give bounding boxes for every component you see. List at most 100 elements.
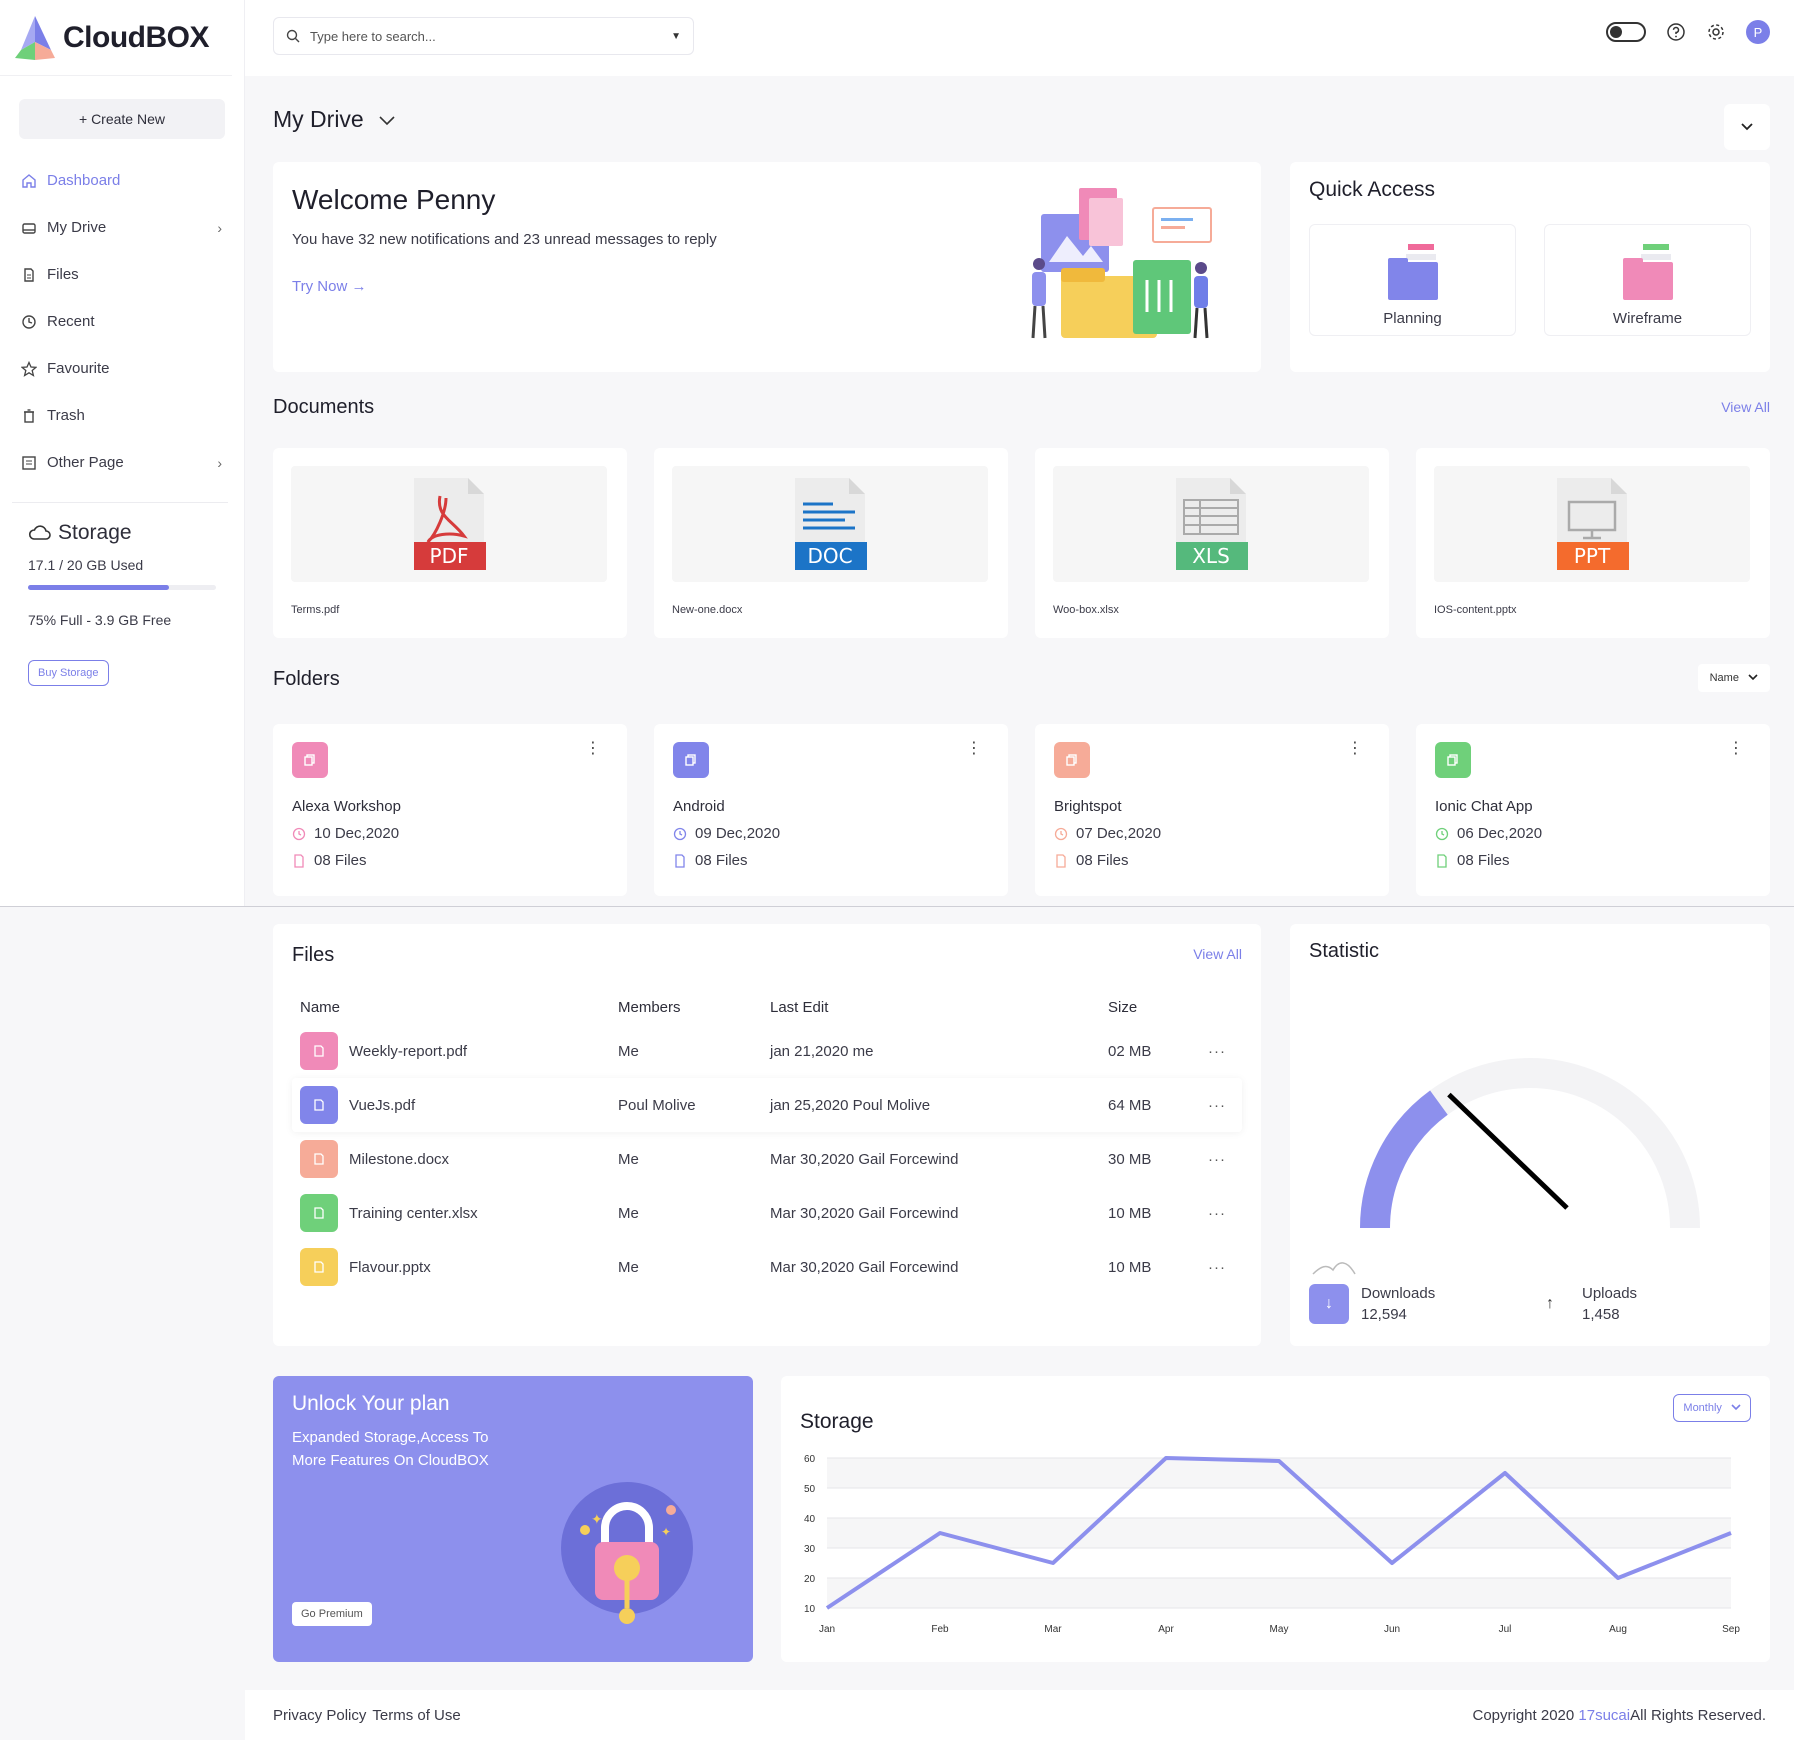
files-view-all-link[interactable]: View All (1193, 946, 1242, 962)
privacy-policy-link[interactable]: Privacy Policy (273, 1706, 367, 1724)
clock-icon (1054, 827, 1068, 840)
footer: Privacy Policy Terms of Use Copyright 20… (245, 1690, 1794, 1740)
document-card-ios-content[interactable]: PPT IOS-content.pptx (1416, 448, 1770, 638)
table-row[interactable]: Training center.xlsx Me Mar 30,2020 Gail… (292, 1186, 1242, 1240)
user-avatar[interactable]: P (1746, 20, 1770, 44)
document-card-new-one[interactable]: DOC New-one.docx (654, 448, 1008, 638)
help-icon[interactable] (1666, 22, 1686, 42)
documents-view-all-link[interactable]: View All (1721, 399, 1770, 415)
sidebar-item-files[interactable]: Files (0, 251, 244, 298)
upload-arrow-icon: ↑ (1530, 1284, 1570, 1324)
document-name: New-one.docx (672, 604, 743, 616)
sidebar-item-my-drive[interactable]: My Drive › (0, 204, 244, 251)
downloads-stat: ↓ Downloads 12,594 (1309, 1284, 1530, 1324)
try-now-link[interactable]: Try Now → (292, 278, 367, 295)
statistic-summary: ↓ Downloads 12,594 ↑ Uploads 1,458 (1309, 1284, 1751, 1324)
period-dropdown[interactable]: Monthly (1673, 1394, 1751, 1422)
logo[interactable]: CloudBOX (0, 0, 232, 76)
grid-band (827, 1518, 1731, 1548)
sidebar-item-label: Files (47, 266, 79, 283)
quick-access-wireframe[interactable]: Wireframe (1544, 224, 1751, 336)
more-vertical-icon[interactable]: ⋮ (585, 740, 601, 757)
folder-file-count: 08 Files (1435, 852, 1751, 869)
buy-storage-button[interactable]: Buy Storage (28, 660, 109, 686)
document-card-woo-box[interactable]: XLS Woo-box.xlsx (1035, 448, 1389, 638)
folder-file-count: 08 Files (673, 852, 989, 869)
y-tick-label: 40 (804, 1514, 816, 1525)
settings-gear-icon[interactable] (1706, 22, 1726, 42)
folder-card-brightspot[interactable]: ⋮ Brightspot 07 Dec,2020 08 Files (1035, 724, 1389, 896)
search-input[interactable]: Type here to search... ▼ (273, 17, 694, 55)
more-vertical-icon[interactable]: ⋮ (1728, 740, 1744, 757)
sidebar-item-dashboard[interactable]: Dashboard (0, 157, 244, 204)
column-members[interactable]: Members (618, 999, 681, 1016)
page-title[interactable]: My Drive (273, 106, 396, 133)
uploads-stat: ↑ Uploads 1,458 (1530, 1284, 1751, 1324)
file-type-icon (300, 1140, 338, 1178)
folder-icon (673, 742, 709, 778)
table-row[interactable]: VueJs.pdf Poul Molive jan 25,2020 Poul M… (292, 1078, 1242, 1132)
topbar-actions: P (1606, 20, 1770, 44)
terms-of-use-link[interactable]: Terms of Use (372, 1706, 461, 1724)
cloudbox-logo-icon (15, 15, 55, 60)
dark-mode-toggle[interactable] (1606, 22, 1646, 42)
column-name[interactable]: Name (300, 999, 341, 1016)
more-horizontal-icon[interactable]: ··· (1208, 1150, 1226, 1168)
folder-name: Brightspot (1054, 798, 1122, 815)
file-name: Training center.xlsx (349, 1204, 478, 1222)
table-row[interactable]: Milestone.docx Me Mar 30,2020 Gail Force… (292, 1132, 1242, 1186)
chevron-down-icon (1731, 1404, 1741, 1411)
clock-icon (1435, 827, 1449, 840)
file-members: Me (618, 1204, 639, 1222)
more-horizontal-icon[interactable]: ··· (1208, 1258, 1226, 1276)
svg-text:PDF: PDF (430, 544, 469, 568)
cloud-icon (28, 525, 51, 540)
more-horizontal-icon[interactable]: ··· (1208, 1042, 1226, 1060)
sidebar-item-favourite[interactable]: Favourite (0, 345, 244, 392)
folder-card-ionic-chat-app[interactable]: ⋮ Ionic Chat App 06 Dec,2020 08 Files (1416, 724, 1770, 896)
document-card-terms[interactable]: PDF Terms.pdf (273, 448, 627, 638)
y-tick-label: 60 (804, 1454, 816, 1465)
folder-date: 09 Dec,2020 (673, 825, 989, 842)
y-tick-label: 30 (804, 1544, 816, 1555)
folder-date: 06 Dec,2020 (1435, 825, 1751, 842)
files-title: Files (292, 944, 335, 966)
brand-link[interactable]: 17sucai (1578, 1706, 1631, 1724)
documents-title: Documents (273, 396, 375, 418)
page-options-dropdown[interactable] (1724, 104, 1770, 150)
go-premium-button[interactable]: Go Premium (292, 1602, 372, 1626)
sidebar-item-other-page[interactable]: Other Page › (0, 439, 244, 486)
file-members: Me (618, 1042, 639, 1060)
app-name: CloudBOX (63, 20, 210, 54)
more-horizontal-icon[interactable]: ··· (1208, 1204, 1226, 1222)
quick-access-planning[interactable]: Planning (1309, 224, 1516, 336)
sidebar-item-label: Dashboard (47, 172, 121, 189)
quick-access-title: Quick Access (1309, 178, 1436, 201)
create-new-button[interactable]: + Create New (19, 99, 225, 139)
folder-card-alexa-workshop[interactable]: ⋮ Alexa Workshop 10 Dec,2020 08 Files (273, 724, 627, 896)
caret-down-icon[interactable]: ▼ (671, 30, 681, 42)
search-placeholder: Type here to search... (310, 28, 436, 44)
topbar: Type here to search... ▼ P (245, 0, 1794, 76)
storage-chart-card: Storage Monthly 10 20 30 40 50 60 Jan Feb Mar Apr… (781, 1376, 1770, 1662)
folders-title: Folders (273, 668, 340, 690)
folder-name: Ionic Chat App (1435, 798, 1533, 815)
folder-card-android[interactable]: ⋮ Android 09 Dec,2020 08 Files (654, 724, 1008, 896)
table-row[interactable]: Weekly-report.pdf Me jan 21,2020 me 02 M… (292, 1024, 1242, 1078)
more-vertical-icon[interactable]: ⋮ (966, 740, 982, 757)
column-size[interactable]: Size (1108, 999, 1138, 1016)
sidebar-item-trash[interactable]: Trash (0, 392, 244, 439)
sidebar-item-recent[interactable]: Recent (0, 298, 244, 345)
home-icon (20, 172, 38, 190)
welcome-title: Welcome Penny (292, 184, 496, 215)
column-last-edit[interactable]: Last Edit (770, 999, 829, 1016)
files-table-body: Weekly-report.pdf Me jan 21,2020 me 02 M… (292, 1024, 1242, 1294)
more-vertical-icon[interactable]: ⋮ (1347, 740, 1363, 757)
more-horizontal-icon[interactable]: ··· (1208, 1096, 1226, 1114)
search-icon (286, 29, 300, 43)
folders-sort-dropdown[interactable]: Name (1697, 664, 1770, 692)
sidebar-nav: Dashboard My Drive › Files Recent Favour… (0, 157, 244, 486)
table-row[interactable]: Flavour.pptx Me Mar 30,2020 Gail Forcewi… (292, 1240, 1242, 1294)
file-size: 30 MB (1108, 1150, 1152, 1168)
statistic-title: Statistic (1309, 940, 1380, 962)
